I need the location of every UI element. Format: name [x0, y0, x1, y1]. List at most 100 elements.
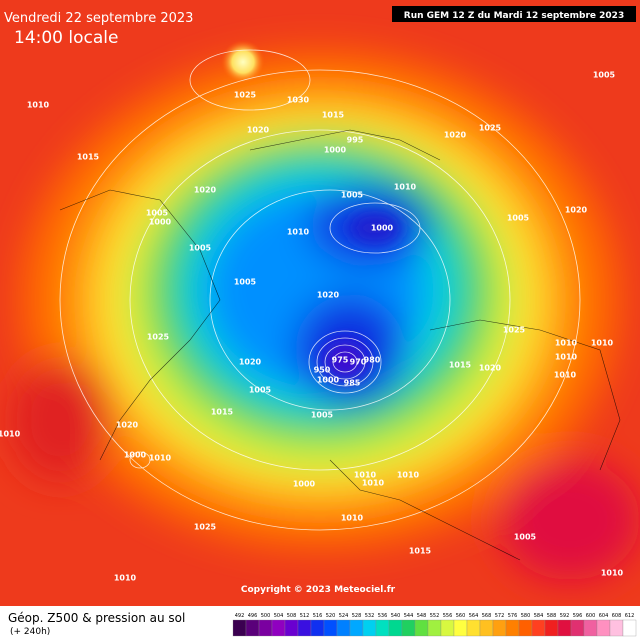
isobar-label: 1000 [324, 146, 347, 155]
scale-label: 560 [456, 613, 466, 619]
scale-label: 580 [521, 613, 531, 619]
isobar-label: 1025 [234, 91, 257, 100]
scale-label: 496 [248, 613, 258, 619]
isobar-label: 1025 [147, 333, 170, 342]
isobar-label: 1010 [555, 339, 578, 348]
scale-label: 612 [625, 613, 635, 619]
isobar-label: 1030 [287, 96, 310, 105]
scale-label: 548 [417, 613, 427, 619]
run-box [392, 6, 636, 22]
isobar-label: 1025 [194, 523, 217, 532]
isobar-label: 1010 [341, 514, 364, 523]
scale-label: 608 [612, 613, 622, 619]
isobar-label: 1015 [409, 547, 432, 556]
date-label: Vendredi 22 septembre 2023 [4, 11, 193, 26]
scale-swatch [544, 619, 559, 637]
isobar-label: 1005 [341, 191, 364, 200]
footer-title: Géop. Z500 & pression au sol [8, 611, 185, 625]
isobar-lines [59, 49, 581, 531]
isobar-label: 1020 [194, 186, 217, 195]
scale-label: 536 [378, 613, 388, 619]
isobar-label: 985 [344, 379, 361, 388]
scale-swatch [570, 619, 585, 637]
isobar-label: 975 [332, 356, 349, 365]
isobar-label: 1010 [27, 101, 50, 110]
isobar-label: 970 [350, 358, 367, 367]
scale-swatch [505, 619, 520, 637]
scale-swatch [583, 619, 598, 637]
scale-swatch [427, 619, 442, 637]
isobar-label: 1005 [507, 214, 530, 223]
isobar-label: 1010 [114, 574, 137, 583]
scale-swatch [349, 619, 364, 637]
scale-label: 540 [391, 613, 401, 619]
scale-swatch [596, 619, 611, 637]
run-label: Run GEM 12 Z du Mardi 12 septembre 2023 [404, 11, 624, 21]
isobar-label: 1010 [362, 479, 385, 488]
scale-swatch [388, 619, 403, 637]
scale-swatch [323, 619, 338, 637]
scale-swatch [622, 619, 637, 637]
isobar-label: 1020 [247, 126, 270, 135]
isobar-label: 1005 [311, 411, 334, 420]
isobar-label: 1020 [444, 131, 467, 140]
scale-swatch [362, 619, 377, 637]
scale-swatch [557, 619, 572, 637]
scale-label: 556 [443, 613, 453, 619]
isobar-label: 1010 [354, 471, 377, 480]
isobar-label: 1000 [124, 451, 147, 460]
isobar-label: 1005 [249, 386, 272, 395]
scale-label: 572 [495, 613, 505, 619]
isobar-label: 1010 [554, 371, 577, 380]
scale-label: 492 [235, 613, 245, 619]
scale-swatch [245, 619, 260, 637]
isobar-label: 1010 [0, 430, 21, 439]
scale-label: 504 [274, 613, 284, 619]
scale-swatch [232, 619, 247, 637]
scale-swatch [271, 619, 286, 637]
scale-swatch [401, 619, 416, 637]
isobar-label: 1015 [449, 361, 472, 370]
color-scale: 492 496 500 504 508 512 516 520 524 528 532 536 540 5… [232, 613, 637, 637]
scale-swatch [531, 619, 546, 637]
scale-label: 544 [404, 613, 414, 619]
isobar-label: 1000 [317, 376, 340, 385]
scale-label: 596 [573, 613, 583, 619]
isobar-label: 1010 [555, 353, 578, 362]
scale-label: 524 [339, 613, 349, 619]
isobar-label: 1025 [503, 326, 526, 335]
scale-label: 528 [352, 613, 362, 619]
isobar-label: 1020 [317, 291, 340, 300]
scale-label: 564 [469, 613, 479, 619]
isobar-label: 1015 [77, 153, 100, 162]
scale-swatch [310, 619, 325, 637]
isobar-label: 1015 [322, 111, 345, 120]
scale-label: 600 [586, 613, 596, 619]
footer-lead: (+ 240h) [10, 627, 50, 637]
scale-label: 576 [508, 613, 518, 619]
isobar-label: 1020 [565, 206, 588, 215]
isobar-label: 1020 [479, 364, 502, 373]
isobar-label: 1000 [293, 480, 316, 489]
scale-swatch [336, 619, 351, 637]
isobar-label: 1010 [601, 569, 624, 578]
isobar-label: 980 [364, 356, 381, 365]
scale-swatch [284, 619, 299, 637]
isobar-label: 1005 [146, 209, 169, 218]
isobar-label: 1005 [189, 244, 212, 253]
scale-swatch [609, 619, 624, 637]
scale-label: 592 [560, 613, 570, 619]
isobar-label: 1000 [149, 218, 172, 227]
scale-label: 552 [430, 613, 440, 619]
isobar-label: 1025 [479, 124, 502, 133]
scale-swatch [518, 619, 533, 637]
isobar-label: 1000 [371, 224, 394, 233]
scale-swatch [492, 619, 507, 637]
isobar-label: 1010 [149, 454, 172, 463]
isobar-label: 1020 [239, 358, 262, 367]
scale-label: 568 [482, 613, 492, 619]
scale-swatch [258, 619, 273, 637]
high-center [221, 40, 265, 84]
isobar-label: 1015 [211, 408, 234, 417]
